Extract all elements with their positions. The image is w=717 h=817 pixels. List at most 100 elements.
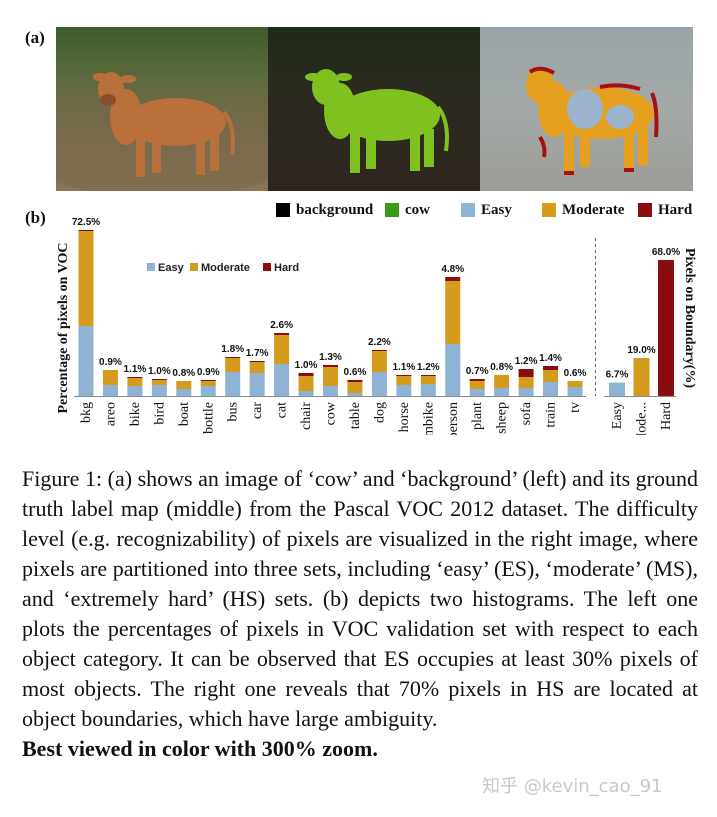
bar-cat-easy [274, 364, 290, 396]
bar-chair-easy [298, 391, 314, 396]
bar-sheep-moderate [494, 375, 510, 388]
bar-total-label: 4.8% [441, 264, 464, 275]
bar-mbike-hard [420, 375, 436, 376]
bar-total-label: 0.8% [490, 362, 513, 373]
bar-tv-easy [567, 387, 583, 396]
bar-cat-hard [274, 333, 290, 335]
bar-tv-moderate [567, 381, 583, 387]
boundary-bar-2 [633, 358, 650, 396]
bar-dog-moderate [371, 351, 387, 372]
bar-horse-moderate [396, 376, 412, 385]
bar-sofa-easy [518, 388, 534, 396]
bar-chair-moderate [298, 376, 314, 391]
inner-legend-label: Moderate [201, 262, 250, 274]
category-tick-label: tv [568, 402, 583, 413]
bar-total-label: 0.8% [172, 368, 195, 379]
bar-sofa-hard [518, 369, 534, 377]
category-tick-label: car [250, 402, 265, 419]
bar-plant-easy [469, 389, 485, 396]
category-tick-label: bottle [201, 402, 216, 434]
bar-bird-easy [151, 385, 167, 396]
legend-swatch [461, 203, 475, 217]
category-tick-label: cow [324, 401, 339, 425]
category-tick-label: person [446, 402, 461, 435]
label-map-image [268, 27, 480, 191]
bar-train-moderate [543, 370, 559, 382]
caption-bold-note: Best viewed in color with 300% zoom. [22, 736, 378, 761]
panel-a-label: (a) [25, 28, 45, 47]
legend-label: Easy [481, 202, 512, 218]
bar-cow-moderate [323, 367, 338, 386]
category-tick-label: plant [470, 402, 485, 430]
bar-table-moderate [347, 382, 363, 393]
category-tick-label: bus [226, 402, 241, 421]
bar-bottle-easy [200, 386, 216, 396]
bar-total-label: 72.5% [72, 217, 100, 228]
inner-legend-swatch [147, 263, 155, 271]
bar-areo-moderate [102, 370, 118, 385]
bar-total-label: 1.0% [295, 360, 318, 371]
boundary-bar-label: 68.0% [652, 247, 680, 258]
category-tick-label: mbike [421, 402, 436, 435]
bar-bus-moderate [225, 358, 241, 372]
inner-legend-label: Easy [158, 262, 185, 274]
bar-chair-hard [298, 373, 314, 376]
category-tick-label: bkg [79, 402, 94, 423]
bar-boat-moderate [176, 381, 192, 389]
bar-sheep-easy [494, 388, 510, 396]
bar-bkg-moderate [78, 231, 94, 326]
difficulty-map-image [480, 27, 693, 191]
legend-label: Moderate [562, 202, 625, 218]
category-tick-label: boat [177, 402, 192, 426]
bar-dog-easy [371, 372, 387, 396]
bar-person-moderate [445, 281, 461, 344]
bar-total-label: 1.2% [417, 362, 440, 373]
bar-horse-hard [396, 375, 412, 376]
bar-bottle-moderate [200, 381, 216, 386]
bar-total-label: 1.3% [319, 352, 342, 363]
y-axis-title-left: Percentage of pixels on VOC [56, 242, 71, 413]
bar-bus-easy [225, 372, 241, 396]
bar-bird-hard [151, 379, 167, 380]
boundary-bar-1 [609, 382, 625, 396]
bar-total-label: 2.6% [270, 320, 293, 331]
bar-person-hard [445, 277, 461, 281]
legend-swatch [385, 203, 399, 217]
bar-horse-easy [396, 385, 412, 396]
bar-total-label: 2.2% [368, 337, 391, 348]
bar-total-label: 1.4% [539, 353, 562, 364]
bar-cow-easy [323, 386, 338, 396]
bar-plant-hard [469, 379, 485, 381]
bar-total-label: 0.7% [466, 366, 489, 377]
boundary-tick-label: Mode... [635, 402, 650, 435]
inner-legend-swatch [263, 263, 271, 271]
bar-bkg-easy [78, 326, 94, 396]
inner-legend-label: Hard [274, 262, 299, 274]
legend-label: Hard [658, 202, 693, 218]
bar-person-easy [445, 344, 461, 396]
category-tick-label: bird [152, 402, 167, 425]
boundary-tick-label: Easy [610, 402, 625, 429]
bar-total-label: 0.9% [99, 357, 122, 368]
bar-car-hard [249, 361, 265, 362]
panel-b-label: (b) [25, 208, 46, 227]
bar-total-label: 1.0% [148, 366, 171, 377]
bar-total-label: 1.1% [124, 364, 147, 375]
bar-total-label: 1.2% [515, 356, 538, 367]
boundary-bar-3 [658, 260, 674, 396]
bar-bkg-hard [78, 230, 94, 231]
bar-cat-moderate [274, 335, 290, 364]
inner-legend-swatch [190, 263, 198, 271]
boundary-tick-label: Hard [659, 402, 674, 430]
caption-body: Figure 1: (a) shows an image of ‘cow’ an… [22, 466, 698, 731]
boundary-bar-label: 19.0% [627, 345, 655, 356]
bar-plant-moderate [469, 381, 485, 389]
watermark: 知乎 @kevin_cao_91 [482, 776, 663, 797]
histogram-chart: 72.5% bkg 0.9% areo 1.1% bike 1.0% bird 0.8% boat… [56, 217, 697, 435]
bar-mbike-easy [420, 384, 436, 396]
bar-bike-hard [127, 377, 143, 378]
bar-total-label: 0.6% [564, 368, 587, 379]
category-tick-label: dog [372, 402, 387, 423]
bar-car-moderate [249, 362, 265, 373]
legend-swatch [638, 203, 652, 217]
